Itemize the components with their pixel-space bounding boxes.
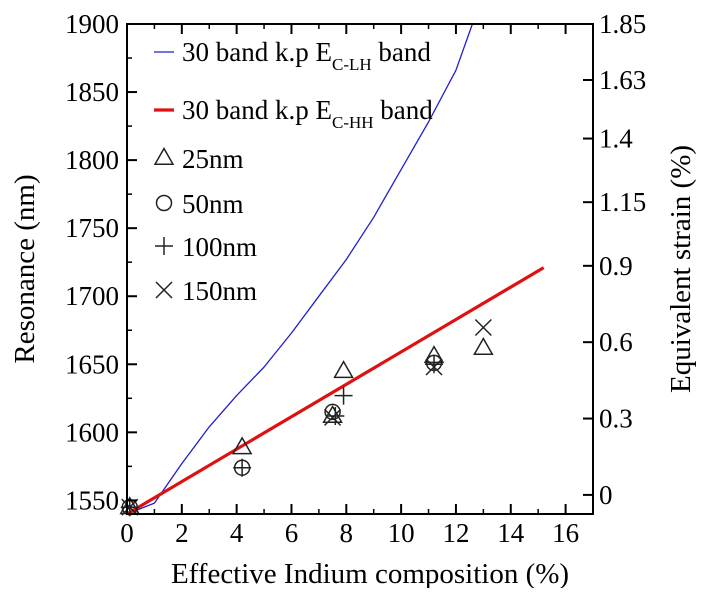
series-line-c-hh: [127, 266, 545, 514]
legend-marker-150nm: [155, 281, 173, 299]
data-point-25nm-2: [322, 405, 343, 424]
x-tick-label: 12: [442, 518, 469, 548]
x-tick-label: 0: [120, 518, 134, 548]
data-point-100nm-1: [233, 458, 252, 477]
legend-label-c-hh: 30 band k.p EC-HH band: [182, 95, 433, 132]
legend-label-50nm: 50nm: [182, 189, 244, 219]
plot-frame: [126, 23, 594, 515]
y2-tick-label: 0.9: [599, 251, 633, 281]
x-tick-label: 16: [552, 518, 579, 548]
y2-tick-label: 1.85: [599, 9, 646, 39]
y-tick-label: 1550: [65, 485, 119, 515]
y-tick-label: 1700: [65, 281, 119, 311]
data-point-100nm-4: [425, 355, 444, 374]
x-tick-label: 14: [497, 518, 525, 548]
y-tick-label: 1850: [65, 77, 119, 107]
data-point-25nm-3: [333, 360, 354, 379]
legend-name: 30 band k.p E: [182, 37, 332, 67]
y2-tick-label: 0: [599, 480, 613, 510]
data-point-150nm-2: [425, 358, 443, 376]
y-axis-title: Resonance (nm): [9, 174, 41, 363]
legend-label-c-lh: 30 band k.p EC-LH band: [182, 37, 431, 74]
x-axis-title: Effective Indium composition (%): [171, 558, 569, 588]
data-point-150nm-0: [121, 498, 139, 516]
data-point-25nm-1: [231, 436, 253, 455]
axes: 0 2 4 6 8 10 12 14 16 1550 1600 1650 1700 1750 1800 185…: [9, 9, 697, 590]
legend-marker-50nm: [155, 194, 173, 212]
legend-subscript: C-LH: [332, 55, 372, 74]
legend-marker-100nm: [155, 237, 173, 255]
data-lines: [127, 24, 545, 514]
data-points: [119, 318, 494, 517]
x-tick-label: 8: [340, 518, 354, 548]
legend-label-150nm: 150nm: [182, 276, 257, 306]
legend-subscript: C-HH: [332, 113, 374, 132]
legend-suffix: band: [372, 37, 432, 67]
y-tick-label: 1600: [65, 417, 119, 447]
x-tick-label: 10: [388, 518, 415, 548]
y2-tick-label: 1.15: [599, 187, 646, 217]
data-point-150nm-1: [324, 408, 342, 426]
legend-marker-25nm: [153, 147, 175, 166]
data-point-100nm-3: [334, 386, 353, 405]
data-point-150nm-3: [474, 318, 492, 337]
y-tick-label: 1900: [65, 9, 119, 39]
x-tick-label: 2: [175, 518, 189, 548]
x-tick-label: 4: [230, 518, 244, 548]
legend-suffix: band: [374, 95, 434, 125]
data-point-25nm-5: [473, 336, 494, 355]
y-tick-label: 1650: [65, 349, 119, 379]
legend-label-25nm: 25nm: [182, 144, 244, 174]
y-tick-label: 1800: [65, 145, 119, 175]
legend-name: 30 band k.p E: [182, 95, 332, 125]
y2-tick-label: 1.4: [599, 124, 633, 154]
y2-tick-label: 0.6: [599, 327, 633, 357]
data-point-100nm-2: [326, 407, 345, 425]
data-point-50nm-2: [324, 403, 341, 421]
series-line-c-lh: [127, 24, 474, 514]
y2-tick-label: 0.3: [599, 404, 633, 434]
y-tick-label: 1750: [65, 213, 119, 243]
legend-label-100nm: 100nm: [182, 232, 257, 262]
x-tick-label: 6: [285, 518, 299, 548]
y2-tick-label: 1.63: [599, 65, 646, 95]
y2-axis-title: Equivalent strain (%): [665, 145, 697, 393]
